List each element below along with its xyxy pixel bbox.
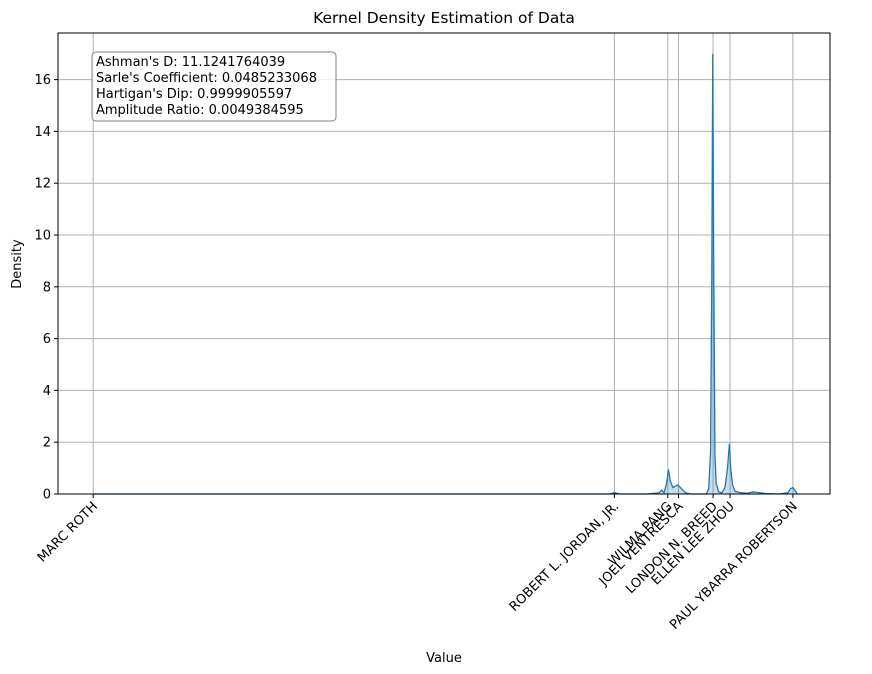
- x-axis: MARC ROTH ROBERT L. JORDAN, JR.WILMA PANG…: [35, 494, 801, 633]
- stat-ashman: Ashman's D: 11.1241764039: [96, 55, 285, 70]
- stats-box-frame: [91, 51, 337, 122]
- stats-box: Ashman's D: 11.1241764039 Sarle's Coeffi…: [91, 51, 337, 122]
- y-tick-label: 12: [34, 177, 51, 192]
- x-axis-label: Value: [426, 651, 462, 666]
- x-tick-label: ROBERT L. JORDAN, JR.: [507, 499, 623, 615]
- y-tick-label: 14: [34, 125, 51, 140]
- stat-hartigan: Hartigan's Dip: 0.9999905597: [96, 87, 292, 102]
- y-tick-label: 16: [34, 73, 51, 88]
- y-axis-label: Density: [10, 239, 25, 289]
- plot-frame: [57, 32, 831, 495]
- y-tick-label: 6: [43, 332, 51, 347]
- chart-title: Kernel Density Estimation of Data: [313, 9, 575, 27]
- stat-sarle: Sarle's Coefficient: 0.0485233068: [96, 71, 317, 86]
- y-tick-label: 2: [43, 436, 51, 451]
- stat-amplitude: Amplitude Ratio: 0.0049384595: [96, 103, 304, 118]
- y-tick-label: 0: [43, 488, 51, 503]
- x-tick-label: MARC ROTH: [35, 499, 101, 565]
- y-axis: 0 2 4 6 8 10 12 14 16: [34, 73, 58, 503]
- x-tick-label: PAUL YBARRA ROBERTSON: [667, 499, 800, 632]
- y-tick-label: 8: [43, 280, 51, 295]
- y-tick-label: 10: [34, 229, 51, 244]
- y-tick-label: 4: [43, 384, 51, 399]
